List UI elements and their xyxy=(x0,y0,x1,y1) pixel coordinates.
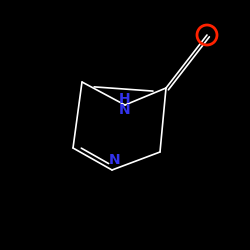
Text: N: N xyxy=(119,103,131,117)
Text: N: N xyxy=(109,153,121,167)
Text: H: H xyxy=(119,92,131,106)
